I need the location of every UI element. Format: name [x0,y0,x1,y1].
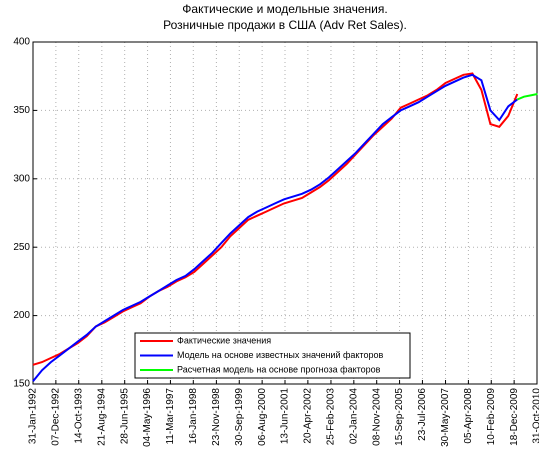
legend-label: Модель на основе известных значений факт… [177,350,383,360]
x-tick-label: 18-Dec-2009 [509,388,520,446]
x-tick-label: 04-May-1996 [142,388,153,447]
x-tick-label: 14-Oct-1993 [73,388,84,444]
legend-label: Расчетная модель на основе прогноза факт… [177,364,381,374]
x-tick-label: 30-May-2007 [440,388,451,447]
data-line [32,73,518,382]
x-tick-label: 28-Jun-1995 [119,388,130,445]
x-tick-label: 23-Jul-2006 [417,388,428,441]
legend-box [134,332,411,379]
x-tick-label: 08-Nov-2004 [371,388,382,446]
data-line [32,72,519,366]
plot-frame [32,41,538,385]
x-tick-label: 06-Aug-2000 [257,388,268,446]
y-tick-label: 250 [13,242,30,253]
y-tick-label: 200 [13,310,30,321]
data-line [516,93,538,101]
x-tick-label: 11-Mar-1997 [165,388,176,445]
x-tick-label: 15-Sep-2005 [394,388,405,446]
y-tick-label: 350 [13,105,30,116]
x-tick-label: 31-Jan-1992 [28,388,39,445]
x-tick-label: 30-Sep-1999 [234,388,245,446]
x-tick-label: 13-Jun-2001 [280,388,291,445]
x-tick-label: 07-Dec-1992 [51,388,62,446]
chart-title: Фактические и модельные значения. [182,2,387,16]
y-tick-label: 150 [13,379,30,390]
x-tick-label: 20-Apr-2002 [303,388,314,444]
x-tick-label: 23-Nov-1998 [211,388,222,446]
x-tick-label: 25-Feb-2003 [326,388,337,446]
x-tick-label: 05-Apr-2008 [463,388,474,444]
y-tick-label: 400 [13,37,30,48]
legend-label: Фактические значения [177,335,271,345]
y-tick-label: 300 [13,173,30,184]
x-tick-label: 31-Oct-2010 [532,388,539,444]
x-tick-label: 02-Jan-2004 [348,388,359,445]
x-tick-label: 21-Aug-1994 [96,388,107,446]
x-tick-label: 10-Feb-2009 [486,388,497,446]
x-tick-label: 16-Jan-1998 [188,388,199,445]
chart-subtitle: Розничные продажи в США (Adv Ret Sales). [163,18,407,32]
